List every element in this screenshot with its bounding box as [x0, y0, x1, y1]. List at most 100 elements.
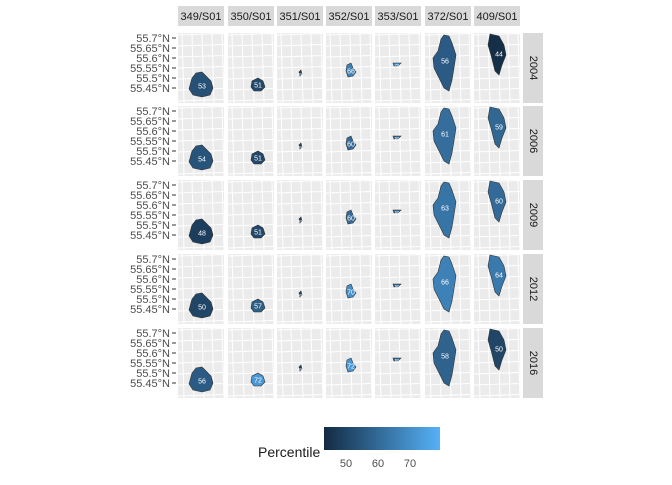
grid-line: [325, 191, 373, 194]
grid-line: [473, 161, 521, 164]
region-shape: [298, 216, 303, 224]
grid-line: [177, 213, 225, 216]
grid-line: [378, 327, 382, 399]
grid-line: [181, 253, 185, 325]
facet-panel: 51: [227, 32, 275, 104]
grid-line: [177, 339, 225, 342]
y-axis-tick-label: 55.55°N: [130, 358, 170, 370]
grid-line: [374, 117, 422, 120]
grid-line: [251, 253, 255, 325]
grid-line: [398, 327, 402, 399]
grid-line: [177, 254, 225, 257]
grid-line: [177, 320, 225, 323]
y-axis-tick-label: 55.5°N: [136, 220, 170, 232]
grid-line: [276, 287, 324, 290]
region-shape: [392, 283, 402, 288]
grid-line: [290, 105, 294, 177]
grid-line: [408, 327, 412, 399]
grid-line: [276, 139, 324, 142]
grid-line: [369, 253, 373, 325]
grid-line: [177, 117, 225, 120]
region-value-label: 49: [298, 145, 303, 150]
grid-line: [300, 253, 304, 325]
grid-line: [374, 44, 422, 47]
region-shape: [188, 292, 214, 319]
region-value-label: 57: [254, 304, 262, 311]
grid-line: [374, 246, 422, 249]
grid-line: [325, 161, 373, 164]
facet-strip-row-label: 2004: [527, 56, 539, 80]
grid-line: [276, 394, 324, 397]
facet-strip-column: [228, 6, 274, 26]
grid-line: [428, 105, 432, 177]
region-value-label: 49: [298, 293, 303, 298]
grid-line: [517, 253, 521, 325]
grid-line: [428, 179, 432, 251]
grid-line: [276, 265, 324, 268]
grid-line: [473, 77, 521, 80]
region-value-label: 60: [347, 216, 355, 223]
grid-line: [408, 32, 412, 104]
y-axis-tick-label: 55.7°N: [136, 180, 170, 192]
region-value-label: 50: [495, 347, 503, 354]
grid-line: [418, 179, 422, 251]
grid-line: [320, 105, 324, 177]
grid-line: [374, 224, 422, 227]
grid-line: [231, 253, 235, 325]
region-shape: [188, 71, 214, 98]
grid-line: [374, 394, 422, 397]
legend: Percentile 50 60 70: [258, 427, 440, 470]
grid-line: [280, 327, 284, 399]
grid-line: [276, 117, 324, 120]
region-shape: [345, 135, 357, 151]
facet-panel: 59: [473, 105, 521, 177]
region-value-label: 56: [198, 379, 206, 386]
grid-line: [418, 105, 422, 177]
region-value-label: 60: [347, 142, 355, 149]
grid-line: [300, 179, 304, 251]
facet-panel: 57: [227, 253, 275, 325]
grid-line: [227, 180, 275, 183]
grid-line: [359, 179, 363, 251]
grid-line: [329, 179, 333, 251]
grid-line: [241, 32, 245, 104]
facet-strips: 349/S01 350/S01 351/S01 352/S01 353/S01 372/S…: [178, 6, 543, 398]
grid-line: [398, 253, 402, 325]
facet-panel: 60: [473, 179, 521, 251]
grid-line: [507, 179, 511, 251]
y-axis-tick-label: 55.65°N: [130, 338, 170, 350]
grid-line: [221, 327, 225, 399]
grid-line: [374, 265, 422, 268]
grid-line: [227, 254, 275, 257]
grid-line: [276, 276, 324, 279]
grid-line: [227, 191, 275, 194]
grid-line: [424, 99, 472, 102]
grid-line: [418, 253, 422, 325]
y-axis-tick-label: 55.7°N: [136, 106, 170, 118]
grid-line: [458, 32, 462, 104]
grid-line: [374, 55, 422, 58]
facet-strip-column: [326, 6, 372, 26]
y-axis-tick-label: 55.6°N: [136, 126, 170, 138]
region-shape: [298, 142, 303, 150]
y-axis-tick-label: 55.55°N: [130, 136, 170, 148]
grid-line: [320, 327, 324, 399]
grid-line: [221, 32, 225, 104]
grid-line: [276, 298, 324, 301]
region-shape: [392, 62, 402, 67]
grid-line: [310, 32, 314, 104]
grid-line: [227, 383, 275, 386]
grid-line: [276, 33, 324, 36]
facet-strip-column: [474, 6, 520, 26]
grid-line: [325, 106, 373, 109]
grid-line: [325, 372, 373, 375]
grid-line: [227, 339, 275, 342]
grid-line: [241, 179, 245, 251]
facet-strip-row: [523, 328, 543, 398]
grid-line: [458, 105, 462, 177]
grid-line: [468, 105, 472, 177]
grid-line: [388, 253, 392, 325]
facet-panel: 61: [424, 105, 472, 177]
grid-line: [227, 320, 275, 323]
